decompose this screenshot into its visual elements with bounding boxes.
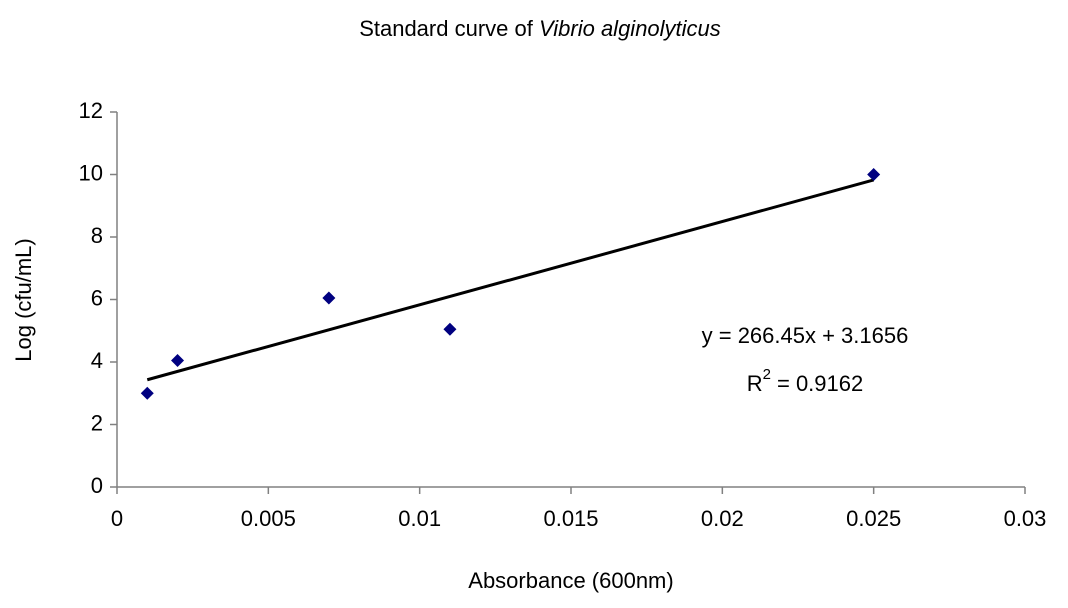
- r-squared: R2 = 0.9162: [747, 366, 863, 396]
- y-tick-label: 0: [91, 473, 103, 498]
- x-tick-label: 0.025: [846, 506, 901, 531]
- y-tick-label: 10: [79, 160, 103, 185]
- y-tick-label: 2: [91, 410, 103, 435]
- x-tick-label: 0.03: [1004, 506, 1047, 531]
- x-tick-label: 0.015: [543, 506, 598, 531]
- x-axis-label: Absorbance (600nm): [468, 568, 673, 593]
- data-point: [171, 353, 185, 367]
- data-point: [867, 168, 881, 181]
- x-tick-label: 0.02: [701, 506, 744, 531]
- data-point: [140, 386, 154, 400]
- data-point: [322, 291, 336, 305]
- chart-title: Standard curve of Vibrio alginolyticus: [359, 16, 721, 41]
- title-italic: Vibrio alginolyticus: [539, 16, 721, 41]
- y-tick-label: 12: [79, 98, 103, 123]
- x-tick-label: 0.01: [398, 506, 441, 531]
- x-tick-label: 0: [111, 506, 123, 531]
- r2-text: = 0.9162: [777, 371, 863, 396]
- y-tick-label: 4: [91, 348, 103, 373]
- y-tick-label: 8: [91, 223, 103, 248]
- x-tick-label: 0.005: [241, 506, 296, 531]
- r2-exponent: 2: [763, 366, 771, 383]
- data-point: [443, 322, 457, 336]
- y-tick-label: 6: [91, 285, 103, 310]
- trendline: [146, 178, 875, 382]
- trendline-equation: y = 266.45x + 3.1656: [702, 323, 909, 348]
- y-axis-label: Log (cfu/mL): [11, 238, 36, 362]
- title-text: Standard curve of: [359, 16, 534, 41]
- r2-symbol: R: [747, 371, 763, 396]
